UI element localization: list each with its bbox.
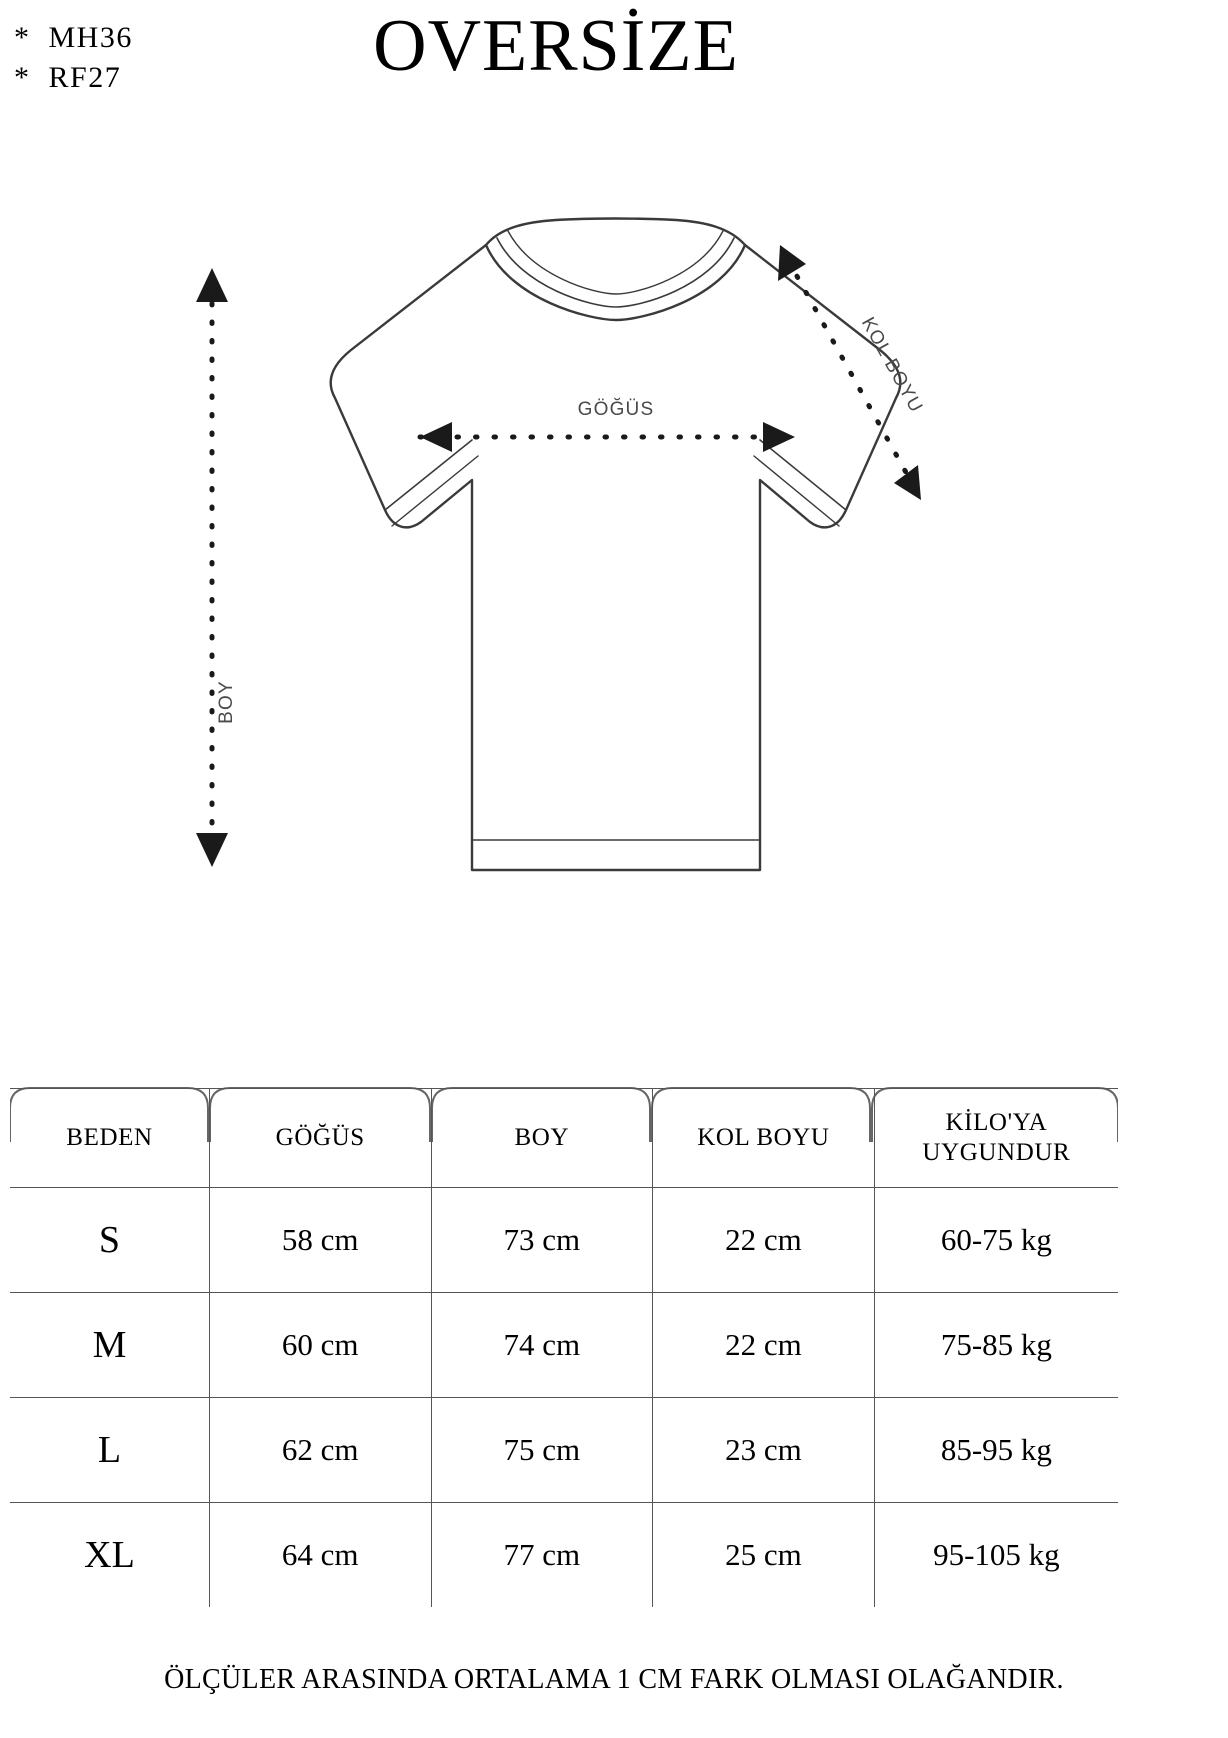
cell-kilo: 95-105 kg	[873, 1502, 1118, 1607]
sleeve-dimension-arrow	[778, 245, 921, 500]
cell-kilo: 60-75 kg	[873, 1187, 1118, 1293]
cell-boy: 75 cm	[430, 1397, 654, 1503]
footer-note: ÖLÇÜLER ARASINDA ORTALAMA 1 CM FARK OLMA…	[164, 1664, 1064, 1695]
header-beden: BEDEN	[10, 1088, 210, 1188]
cell-gogus: 62 cm	[208, 1397, 432, 1503]
cell-kol-boyu: 25 cm	[652, 1502, 875, 1607]
header-gogus: GÖĞÜS	[208, 1088, 432, 1188]
tshirt-diagram: GÖĞÜS BOY KOL BOYU	[0, 150, 1228, 950]
header-kilo-line2: UYGUNDUR	[922, 1139, 1071, 1166]
cell-kol-boyu: 23 cm	[652, 1397, 875, 1503]
cell-boy: 77 cm	[430, 1502, 654, 1607]
cell-gogus: 60 cm	[208, 1292, 432, 1398]
cell-kol-boyu: 22 cm	[652, 1187, 875, 1293]
chest-dimension-arrow	[417, 422, 795, 452]
cell-gogus: 64 cm	[208, 1502, 432, 1607]
cell-beden: S	[10, 1187, 210, 1293]
cell-beden: XL	[10, 1502, 210, 1607]
sleeve-label: KOL BOYU	[857, 314, 927, 417]
size-table: BEDEN GÖĞÜS BOY KOL BOYU KİLO'YA UYGUNDU…	[10, 1088, 1118, 1607]
header-kol-boyu: KOL BOYU	[652, 1088, 875, 1188]
header-boy: BOY	[430, 1088, 654, 1188]
cell-beden: M	[10, 1292, 210, 1398]
cell-boy: 74 cm	[430, 1292, 654, 1398]
chest-label: GÖĞÜS	[578, 398, 655, 420]
table-header-row: BEDEN GÖĞÜS BOY KOL BOYU KİLO'YA UYGUNDU…	[10, 1088, 1118, 1188]
cell-boy: 73 cm	[430, 1187, 654, 1293]
cell-gogus: 58 cm	[208, 1187, 432, 1293]
product-codes: * MH36 * RF27	[14, 21, 133, 94]
cell-kilo: 75-85 kg	[873, 1292, 1118, 1398]
cell-beden: L	[10, 1397, 210, 1503]
header-kilo-line1: KİLO'YA	[945, 1108, 1048, 1136]
size-table-container: BEDEN GÖĞÜS BOY KOL BOYU KİLO'YA UYGUNDU…	[10, 1088, 1118, 1607]
cell-kilo: 85-95 kg	[873, 1397, 1118, 1503]
length-label: BOY	[216, 680, 237, 724]
table-row: S 58 cm 73 cm 22 cm 60-75 kg	[10, 1187, 1118, 1293]
page-title: OVERSİZE	[373, 5, 739, 87]
header-kilo: KİLO'YA UYGUNDUR	[873, 1088, 1118, 1188]
cell-kol-boyu: 22 cm	[652, 1292, 875, 1398]
table-row: M 60 cm 74 cm 22 cm 75-85 kg	[10, 1292, 1118, 1398]
table-row: XL 64 cm 77 cm 25 cm 95-105 kg	[10, 1502, 1118, 1607]
table-row: L 62 cm 75 cm 23 cm 85-95 kg	[10, 1397, 1118, 1503]
length-dimension-arrow	[196, 268, 228, 867]
